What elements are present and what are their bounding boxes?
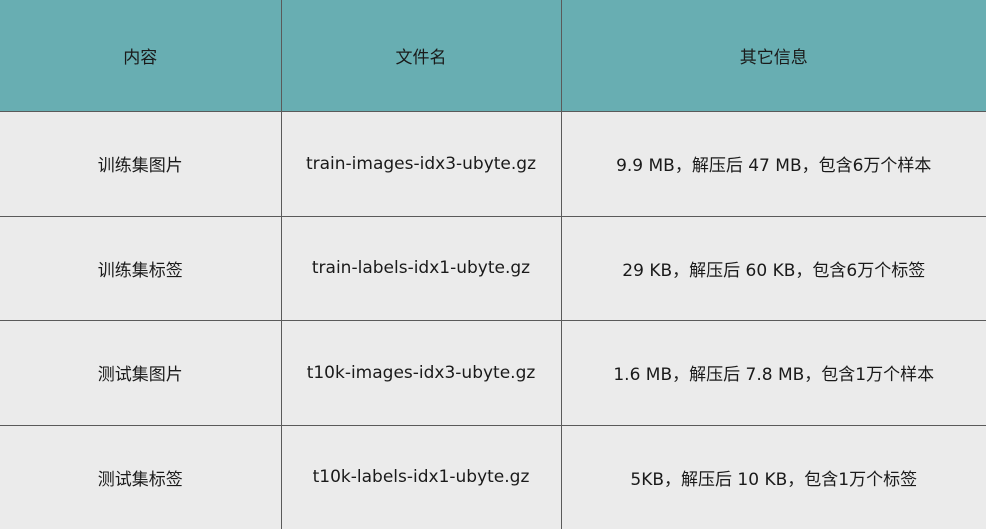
cell-other-info: 1.6 MB，解压后 7.8 MB，包含1万个样本 xyxy=(560,320,986,426)
table-row: 训练集标签 train-labels-idx1-ubyte.gz 29 KB，解… xyxy=(0,215,986,321)
cell-filename: train-labels-idx1-ubyte.gz xyxy=(280,215,562,321)
cell-filename: t10k-images-idx3-ubyte.gz xyxy=(280,320,562,426)
cell-content: 训练集图片 xyxy=(0,111,282,217)
table-row: 训练集图片 train-images-idx3-ubyte.gz 9.9 MB，… xyxy=(0,111,986,217)
header-content: 内容 xyxy=(0,0,282,112)
table-row: 测试集图片 t10k-images-idx3-ubyte.gz 1.6 MB，解… xyxy=(0,320,986,426)
cell-content: 测试集图片 xyxy=(0,320,282,426)
header-other-info: 其它信息 xyxy=(560,0,986,112)
cell-content: 测试集标签 xyxy=(0,424,282,529)
cell-other-info: 9.9 MB，解压后 47 MB，包含6万个样本 xyxy=(560,111,986,217)
cell-other-info: 29 KB，解压后 60 KB，包含6万个标签 xyxy=(560,215,986,321)
header-filename: 文件名 xyxy=(280,0,562,112)
cell-other-info: 5KB，解压后 10 KB，包含1万个标签 xyxy=(560,424,986,529)
header-row: 内容 文件名 其它信息 xyxy=(0,0,986,112)
cell-filename: train-images-idx3-ubyte.gz xyxy=(280,111,562,217)
table-row: 测试集标签 t10k-labels-idx1-ubyte.gz 5KB，解压后 … xyxy=(0,424,986,529)
cell-content: 训练集标签 xyxy=(0,215,282,321)
cell-filename: t10k-labels-idx1-ubyte.gz xyxy=(280,424,562,529)
